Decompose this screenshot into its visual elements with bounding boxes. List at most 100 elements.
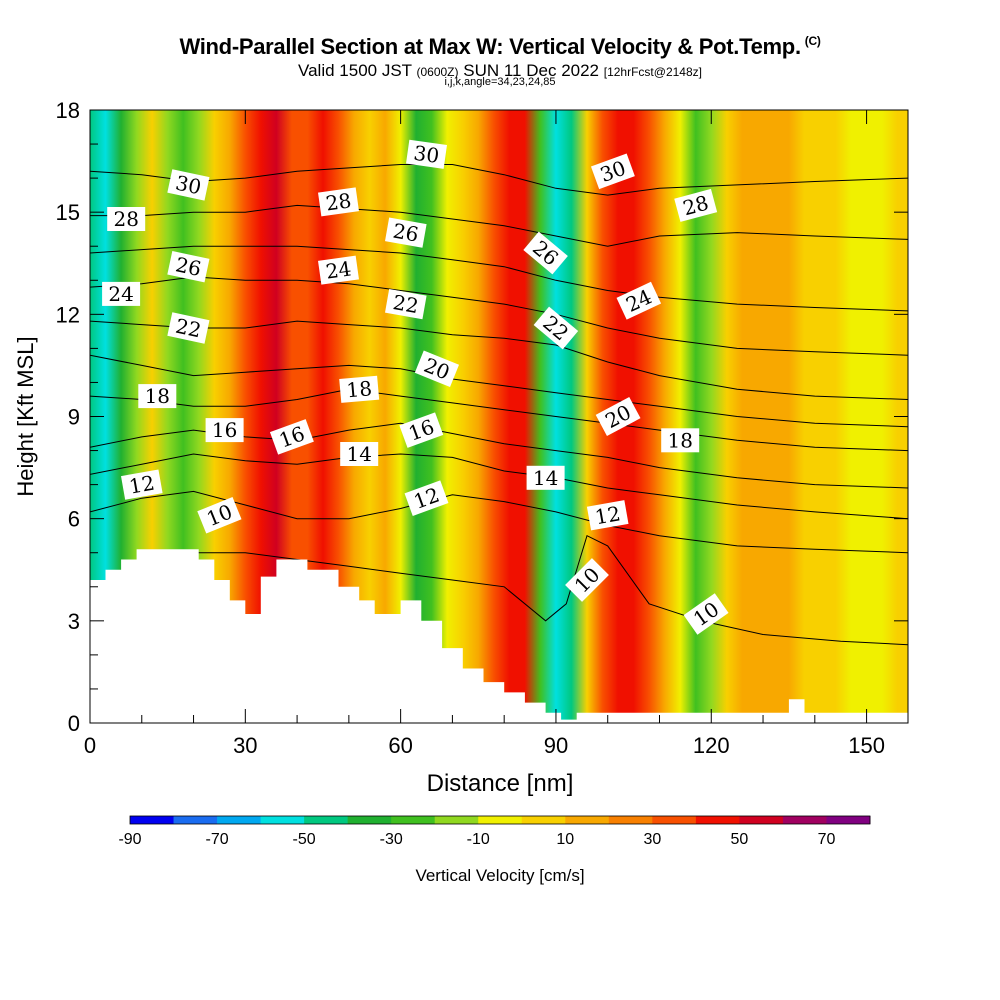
contour-label-text: 12: [593, 501, 622, 529]
x-tick-label: 60: [388, 733, 412, 758]
isentrope-18: [90, 388, 908, 452]
isentrope-22: [90, 320, 908, 400]
x-tick-label: 90: [544, 733, 568, 758]
valid-time: Valid 1500 JST: [298, 61, 412, 80]
contour-label-text: 28: [324, 188, 353, 215]
y-tick-label: 18: [56, 98, 80, 123]
contour-label: 28: [674, 188, 718, 222]
contour-label-text: 18: [667, 428, 692, 452]
contour-label-box: [674, 188, 718, 222]
contour-label-text: 22: [173, 314, 203, 343]
contour-label-text: 18: [145, 384, 170, 408]
colorbar-swatch: [173, 816, 218, 824]
colorbar-swatch: [217, 816, 262, 824]
isentrope-layer: [90, 164, 908, 646]
contour-label-box: [269, 419, 314, 455]
chart-subtitle: Valid 1500 JST (0600Z) SUN 11 Dec 2022 […: [0, 61, 1000, 81]
y-tick-label: 15: [56, 200, 80, 225]
colorbar-tick-label: -50: [293, 831, 316, 848]
colorbar-swatch: [826, 816, 871, 824]
contour-label-text: 30: [412, 141, 441, 168]
contour-label: 12: [121, 469, 163, 500]
contour-label: 18: [138, 384, 177, 409]
contour-label-box: [406, 139, 447, 169]
isentrope-28: [90, 204, 908, 247]
contour-label: 22: [167, 312, 210, 344]
contour-label-box: [385, 217, 427, 248]
contour-label-box: [565, 558, 609, 602]
contour-label-box: [121, 469, 163, 500]
x-axis-label: Distance [nm]: [427, 770, 574, 797]
index-info: i,j,k,angle=34,23,24,85: [444, 76, 556, 88]
contour-label-box: [197, 497, 242, 534]
contour-label-box: [616, 281, 662, 320]
y-tick-label: 0: [68, 711, 80, 736]
colorbar-tick-label: -30: [380, 831, 403, 848]
contour-label-text: 24: [324, 256, 353, 283]
contour-label-box: [339, 375, 380, 403]
contour-label: 22: [385, 288, 427, 320]
colorbar-tick-label: 10: [556, 831, 574, 848]
colorbar-swatch: [478, 816, 523, 824]
colorbar-tick-label: -90: [118, 831, 141, 848]
isentrope-30: [90, 164, 908, 196]
isentrope-14: [90, 453, 908, 520]
colorbar-swatch: [739, 816, 784, 824]
colorbar-tick-label: 30: [644, 831, 662, 848]
contour-label-text: 28: [113, 207, 138, 231]
colorbar-tick-label: 70: [818, 831, 836, 848]
contour-label-text: 26: [173, 252, 203, 281]
colorbar-tick-label: -70: [206, 831, 229, 848]
contour-label-box: [167, 312, 210, 344]
colorbar-swatch: [260, 816, 305, 824]
x-tick-label: 150: [848, 733, 885, 758]
contour-label: 26: [385, 217, 427, 248]
contour-label-box: [102, 281, 141, 306]
forecast-info: [12hrFcst@2148z]: [603, 65, 702, 79]
contour-label-box: [205, 418, 244, 443]
x-tick-label: 0: [84, 733, 96, 758]
colorbar-frame: [129, 815, 871, 825]
colorbar-label: Vertical Velocity [cm/s]: [415, 866, 584, 885]
chart-title: Wind-Parallel Section at Max W: Vertical…: [0, 34, 1000, 60]
contour-label-box: [318, 255, 359, 285]
valid-zulu: (0600Z): [416, 65, 459, 79]
contour-label-box: [107, 207, 146, 231]
contour-label-box: [318, 187, 359, 217]
contour-label-box: [404, 480, 449, 516]
valid-date: SUN 11 Dec 2022: [463, 61, 600, 80]
contour-label-box: [340, 442, 379, 466]
contour-label-box: [683, 593, 729, 635]
colorbar-swatch: [130, 816, 175, 824]
y-tick-label: 6: [68, 507, 80, 532]
y-axis-label: Height [Kft MSL]: [13, 336, 38, 496]
colorbar-swatch: [391, 816, 436, 824]
colorbar-swatch: [521, 816, 566, 824]
contour-label-text: 22: [391, 290, 420, 318]
x-tick-label: 30: [233, 733, 257, 758]
colorbar-tick-label: 50: [731, 831, 749, 848]
contour-label: 26: [167, 251, 210, 283]
contour-label-text: 12: [127, 471, 156, 499]
colorbar-tick-label: -10: [467, 831, 490, 848]
y-tick-label: 12: [56, 302, 80, 327]
contour-label-text: 30: [173, 171, 203, 200]
contour-label-box: [414, 350, 460, 388]
contour-label-box: [138, 384, 177, 409]
contour-label-text: 24: [108, 282, 133, 306]
contour-label: 14: [340, 442, 379, 466]
contour-label-box: [533, 306, 579, 350]
x-tick-label: 120: [693, 733, 730, 758]
colorbar-swatch: [434, 816, 479, 824]
y-tick-label: 9: [68, 405, 80, 430]
colorbar-swatch: [782, 816, 827, 824]
isentrope-26: [90, 245, 908, 312]
colorbar: -90 -70 -50 -30 -10 10 30 50 70 Vertical Velocity…: [118, 815, 871, 885]
contour-label-box: [526, 465, 565, 490]
contour-label: 24: [318, 255, 359, 285]
contour-label: 18: [661, 428, 700, 453]
colorbar-swatch: [565, 816, 610, 824]
contour-label-box: [590, 153, 635, 190]
contour-label: 30: [167, 169, 210, 201]
terrain-mask: [90, 549, 908, 723]
